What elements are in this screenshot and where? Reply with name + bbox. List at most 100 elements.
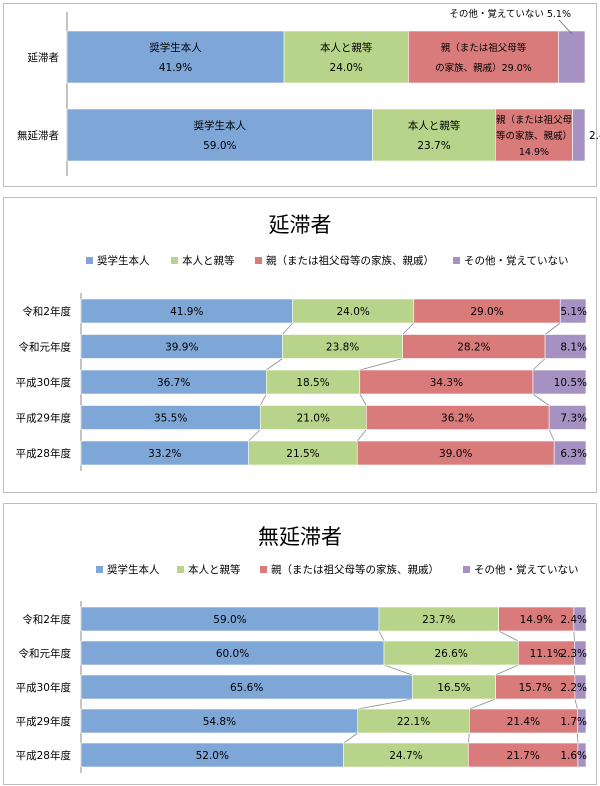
legend-swatch (255, 257, 262, 264)
legend-label: 奨学生本人 (107, 563, 160, 576)
data-label: 24.0% (330, 62, 363, 74)
series-connector (402, 322, 415, 335)
bar-segment (574, 640, 587, 666)
data-label: 26.6% (434, 648, 467, 660)
bar-segment (577, 742, 587, 768)
data-label: 28.2% (457, 342, 490, 354)
bar-segment (66, 108, 373, 162)
data-label: 35.5% (154, 413, 187, 425)
data-label: 18.5% (296, 377, 329, 389)
legend-label: 親（または祖父母等の家族、親戚） (266, 254, 434, 267)
category-label: 平成29年度 (16, 412, 72, 425)
series-connector (356, 429, 367, 442)
data-label: 21.0% (297, 413, 330, 425)
bar-segment (572, 108, 586, 162)
bar-segment (413, 298, 561, 324)
data-label: 16.5% (437, 682, 470, 694)
bar-segment (66, 30, 285, 84)
legend-swatch (96, 566, 103, 573)
legend-label: 親（または祖父母等の家族、親戚） (271, 563, 439, 576)
bar-segment (80, 298, 293, 324)
data-label: 本人と親等 (320, 41, 373, 54)
delinquent-chart-panel: 延滞者 奨学生本人 本人と親等 親（または祖父母等の家族、親戚） その他・覚えていない令… (3, 197, 597, 493)
category-label: 令和2年度 (22, 613, 71, 626)
legend-label: 奨学生本人 (97, 254, 150, 267)
series-connector (259, 393, 267, 406)
summary-chart-panel: 延滞者 奨学生本人 41.9% 本人と親等 24.0% 親（または祖父母等 の家族、親戚）2… (3, 3, 600, 187)
bar-segment (248, 440, 358, 466)
legend-label: 本人と親等 (182, 254, 235, 267)
series-connector (544, 322, 561, 335)
bar-segment (80, 640, 385, 666)
legend-label: その他・覚えていない (474, 563, 578, 576)
data-label: 1.6% (560, 750, 587, 762)
data-label: の家族、親戚）29.0% (435, 62, 532, 74)
data-label: 奨学生本人 (149, 41, 202, 54)
data-label: 23.8% (326, 342, 359, 354)
series-connector (248, 429, 261, 442)
category-label: 令和元年度 (19, 341, 72, 354)
bar-segment (357, 708, 470, 734)
summary-chart: 延滞者奨学生本人41.9%本人と親等24.0%親（または祖父母等の家族、親戚）2… (17, 8, 600, 176)
bar-segment (266, 369, 361, 395)
data-label: 39.9% (165, 342, 198, 354)
data-label: 33.2% (148, 448, 181, 460)
bar-segment (495, 108, 573, 162)
non-delinquent-chart-panel: 無延滞者 奨学生本人 本人と親等 親（または祖父母等の家族、親戚） その他・覚えていない… (3, 503, 597, 785)
bar-segment (80, 369, 267, 395)
bar-segment (283, 30, 409, 84)
series-connector (467, 732, 470, 744)
data-label: 11.1% (530, 648, 563, 660)
bar-segment (408, 30, 559, 84)
bar-segment (574, 674, 587, 700)
bar-segment (80, 708, 359, 734)
legend-swatch (463, 566, 470, 573)
bar-segment (544, 334, 587, 359)
data-label: 59.0% (213, 614, 246, 626)
data-label: 24.7% (389, 750, 422, 762)
series-connector (343, 732, 358, 744)
data-label: 6.3% (560, 448, 587, 460)
bar-segment (548, 405, 587, 430)
category-label: 平成30年度 (16, 681, 72, 694)
series-connector (357, 698, 413, 710)
data-label: 本人と親等 (408, 119, 461, 132)
category-label: 令和元年度 (19, 647, 72, 660)
data-label: 1.7% (560, 716, 587, 728)
bar-segment (366, 405, 550, 430)
data-label: 親（または祖父母 (496, 114, 572, 126)
series-connector (574, 698, 578, 710)
data-label: 36.2% (441, 413, 474, 425)
data-label: 14.9% (520, 614, 553, 626)
legend-swatch (171, 257, 178, 264)
category-label: 平成29年度 (16, 715, 72, 728)
bar-segment (80, 334, 283, 359)
legend-swatch (177, 566, 184, 573)
series-connector (359, 393, 367, 406)
bar-segment (469, 708, 578, 734)
data-label: 22.1% (397, 716, 430, 728)
data-label: 2.3% (560, 648, 587, 660)
series-connector (532, 393, 550, 406)
data-label: 7.3% (560, 413, 587, 425)
series-connector (577, 732, 579, 744)
chart-title: 無延滞者 (258, 525, 342, 549)
bar-segment (577, 708, 587, 734)
bar-segment (559, 298, 587, 324)
data-label: 65.6% (230, 682, 263, 694)
bar-segment (383, 640, 519, 666)
bar-segment (259, 405, 367, 430)
chart-title: 延滞者 (269, 213, 332, 237)
bar-segment (532, 369, 587, 395)
bar-segment (356, 440, 555, 466)
data-label: 5.1% (560, 306, 587, 318)
category-label: 延滞者 (28, 52, 60, 64)
data-label: 21.7% (506, 750, 539, 762)
data-label: 60.0% (216, 648, 249, 660)
category-label: 平成28年度 (16, 749, 72, 762)
data-label: 10.5% (554, 377, 587, 389)
bar-segment (359, 369, 534, 395)
series-connector (495, 664, 519, 676)
